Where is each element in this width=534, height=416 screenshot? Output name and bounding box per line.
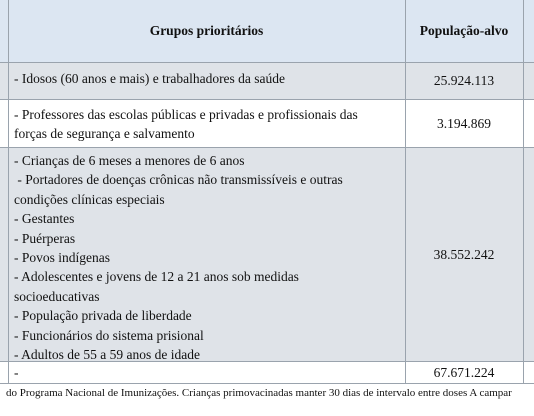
header-cell: Grupos prioritários — [8, 0, 405, 63]
header-margin — [0, 0, 8, 63]
row-margin — [0, 100, 8, 148]
group-cell: - Professores das escolas públicas e pri… — [8, 100, 405, 148]
row-margin — [523, 148, 534, 362]
population-cell: 67.671.224 — [405, 362, 523, 384]
group-line: - População privada de liberdade — [14, 308, 192, 324]
group-line: - Adolescentes e jovens de 12 a 21 anos … — [14, 269, 299, 285]
row-margin — [0, 362, 8, 384]
group-line: - Portadores de doenças crônicas não tra… — [14, 172, 343, 188]
row-margin — [523, 362, 534, 384]
population-cell: 25.924.113 — [405, 63, 523, 100]
group-line: - — [14, 365, 19, 380]
population-cell: 38.552.242 — [405, 148, 523, 362]
group-cell: - — [8, 362, 405, 384]
group-line: socioeducativas — [14, 288, 100, 304]
row-margin — [0, 148, 8, 362]
row-margin — [523, 100, 534, 148]
group-line: - Professores das escolas públicas e pri… — [14, 107, 358, 122]
group-line: forças de segurança e salvamento — [14, 126, 195, 142]
group-line: - Puérperas — [14, 230, 76, 246]
header-cell: População-alvo — [405, 0, 523, 63]
group-line: - Idosos (60 anos e mais) e trabalhadore… — [14, 71, 286, 86]
row-margin — [523, 63, 534, 100]
header-margin — [523, 0, 534, 63]
group-line: condições clínicas especiais — [14, 191, 165, 207]
column-border — [8, 0, 9, 384]
footnote: do Programa Nacional de Imunizações. Cri… — [6, 387, 512, 399]
column-border — [523, 0, 524, 384]
group-cell: - Crianças de 6 meses a menores de 6 ano… — [8, 148, 405, 362]
group-line: - Adultos de 55 a 59 anos de idade — [14, 347, 200, 363]
group-line: - Gestantes — [14, 211, 75, 227]
group-line: - Crianças de 6 meses a menores de 6 ano… — [14, 153, 245, 168]
population-cell: 3.194.869 — [405, 100, 523, 148]
column-border — [405, 0, 406, 384]
row-margin — [0, 63, 8, 100]
group-cell: - Idosos (60 anos e mais) e trabalhadore… — [8, 63, 405, 100]
group-line: - Povos indígenas — [14, 250, 110, 266]
group-line: - Funcionários do sistema prisional — [14, 327, 204, 343]
